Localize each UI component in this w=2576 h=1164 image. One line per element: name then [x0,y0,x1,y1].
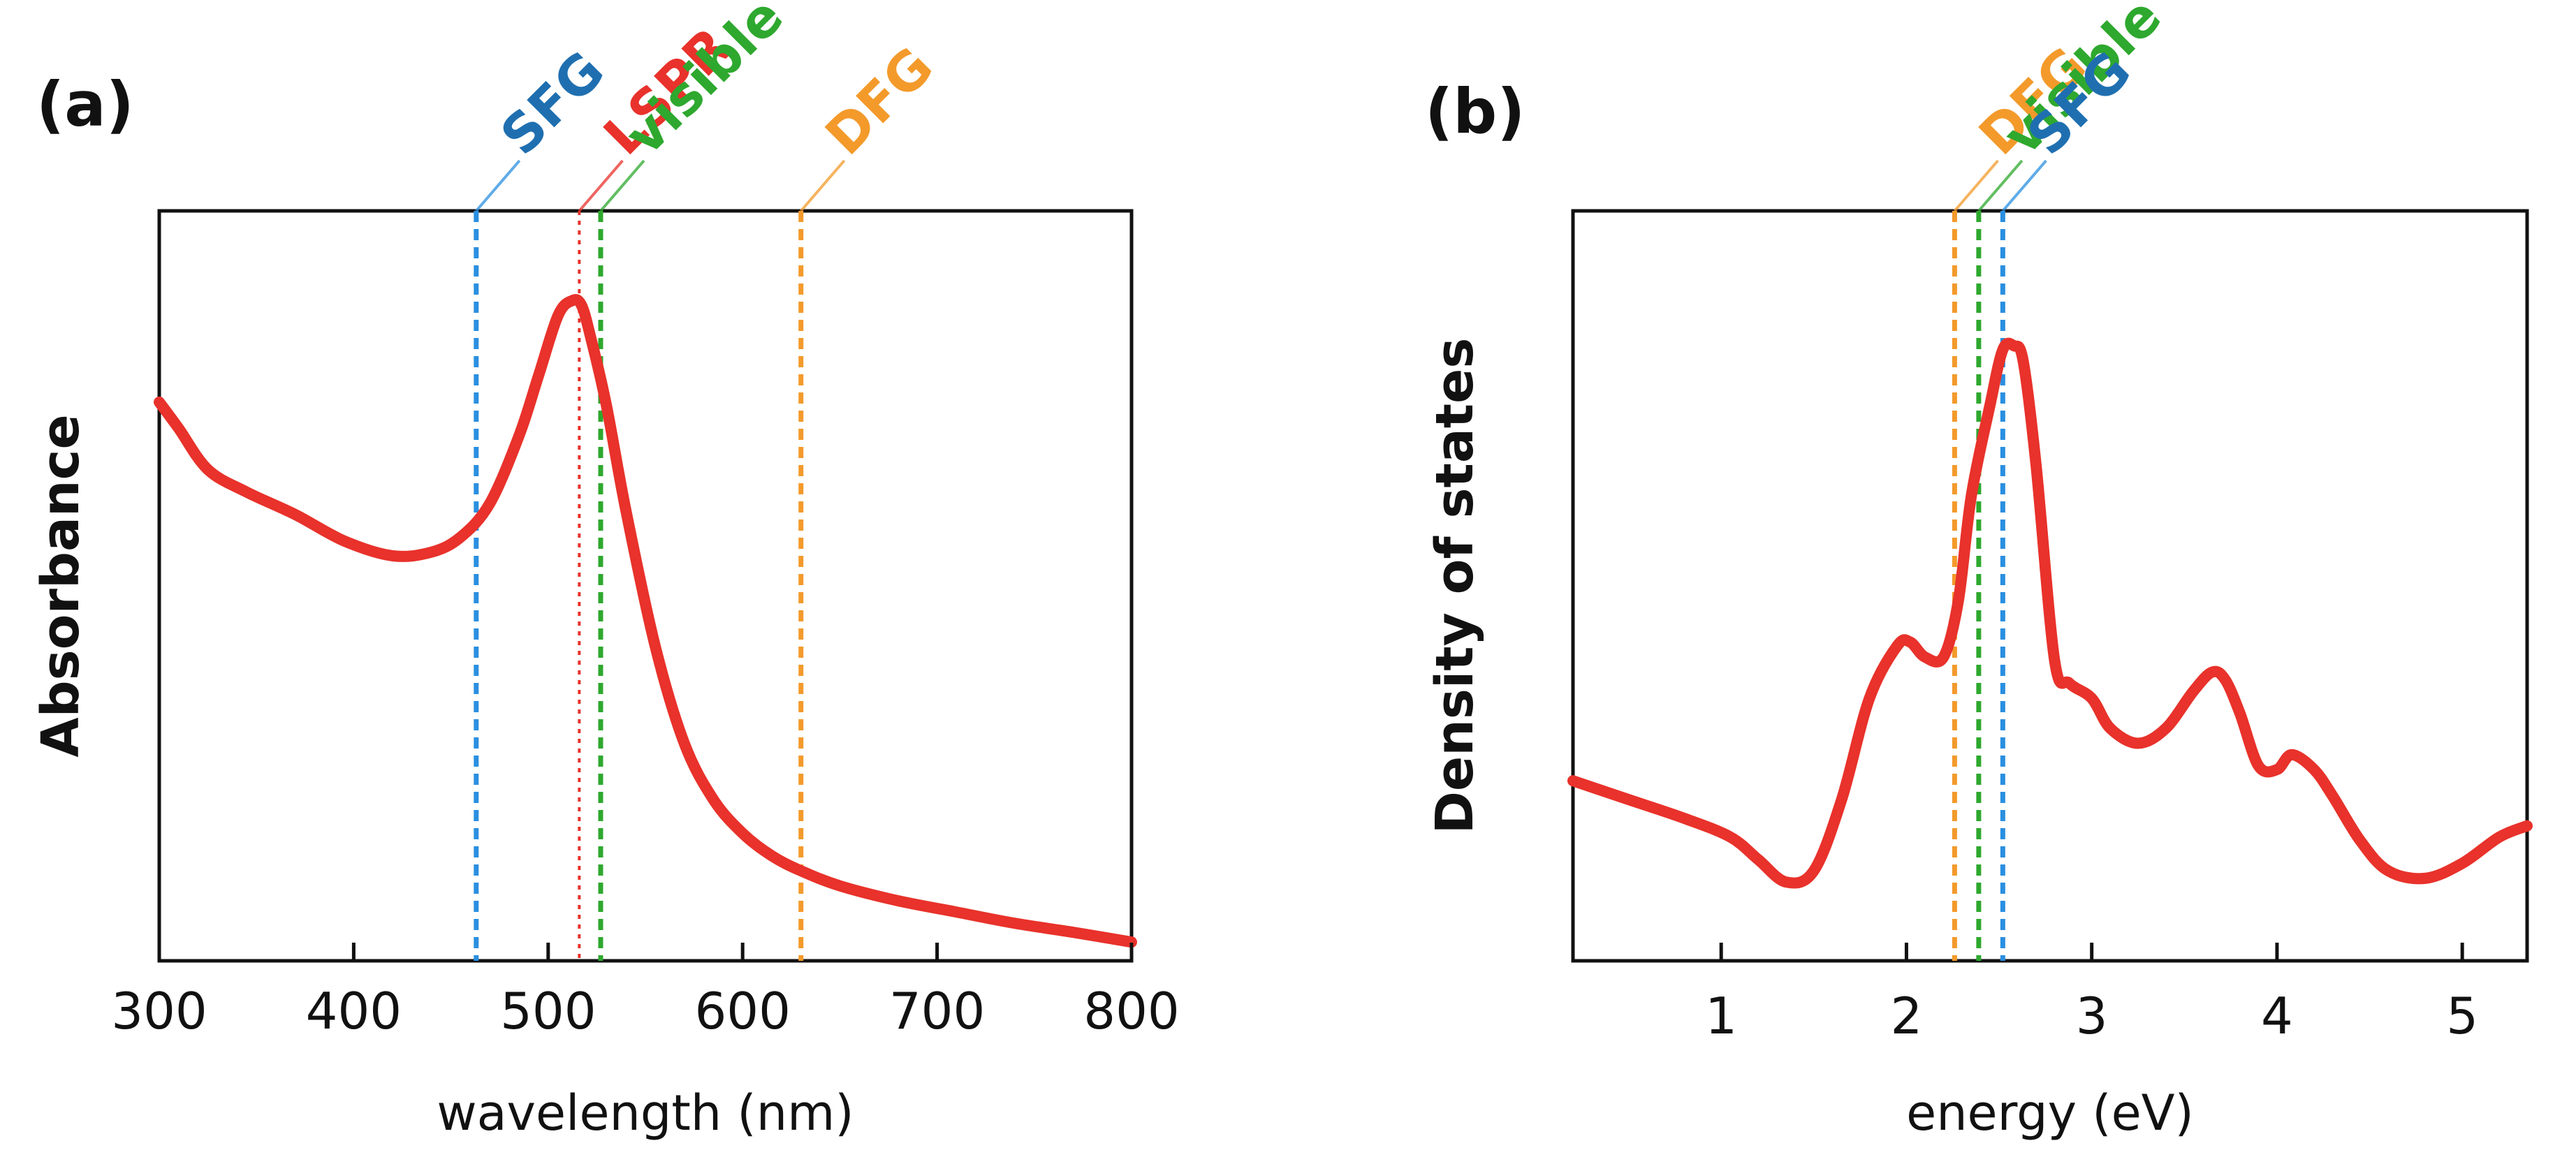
x-axis-label: wavelength (nm) [437,1084,854,1142]
marker-leader-sfg [2001,159,2047,212]
marker-leader-dfg [1953,159,1999,212]
panel-label: (a) [36,68,134,140]
y-axis-label: Absorbance [31,414,91,757]
marker-leader-visible [1977,159,2024,212]
x-tick-label: 3 [2076,987,2108,1045]
x-tick-label: 500 [500,982,596,1040]
panel-label: (b) [1425,75,1525,147]
marker-leader-dfg [800,159,846,212]
x-tick-label: 400 [306,982,402,1040]
x-tick-label: 600 [694,982,790,1040]
plot-frame [157,209,1134,963]
x-axis-label: energy (eV) [1906,1084,2194,1142]
x-tick-label: 700 [889,982,985,1040]
x-tick-label: 800 [1083,982,1179,1040]
plot-frame [1571,209,2529,963]
x-tick-label: 5 [2446,987,2478,1045]
x-tick-label: 4 [2261,987,2293,1045]
marker-label-dfg: DFG [814,35,945,166]
x-tick-label: 300 [111,982,207,1040]
x-tick-label: 2 [1891,987,1923,1045]
x-tick-label: 1 [1705,987,1737,1045]
series-line [154,294,1137,948]
marker-leader-visible [599,159,645,212]
marker-label-sfg: SFG [489,39,616,166]
marker-leader-lspr [578,159,624,212]
marker-leader-sfg [475,159,521,212]
y-axis-label: Density of states [1425,338,1485,834]
series-line [1567,337,2533,889]
